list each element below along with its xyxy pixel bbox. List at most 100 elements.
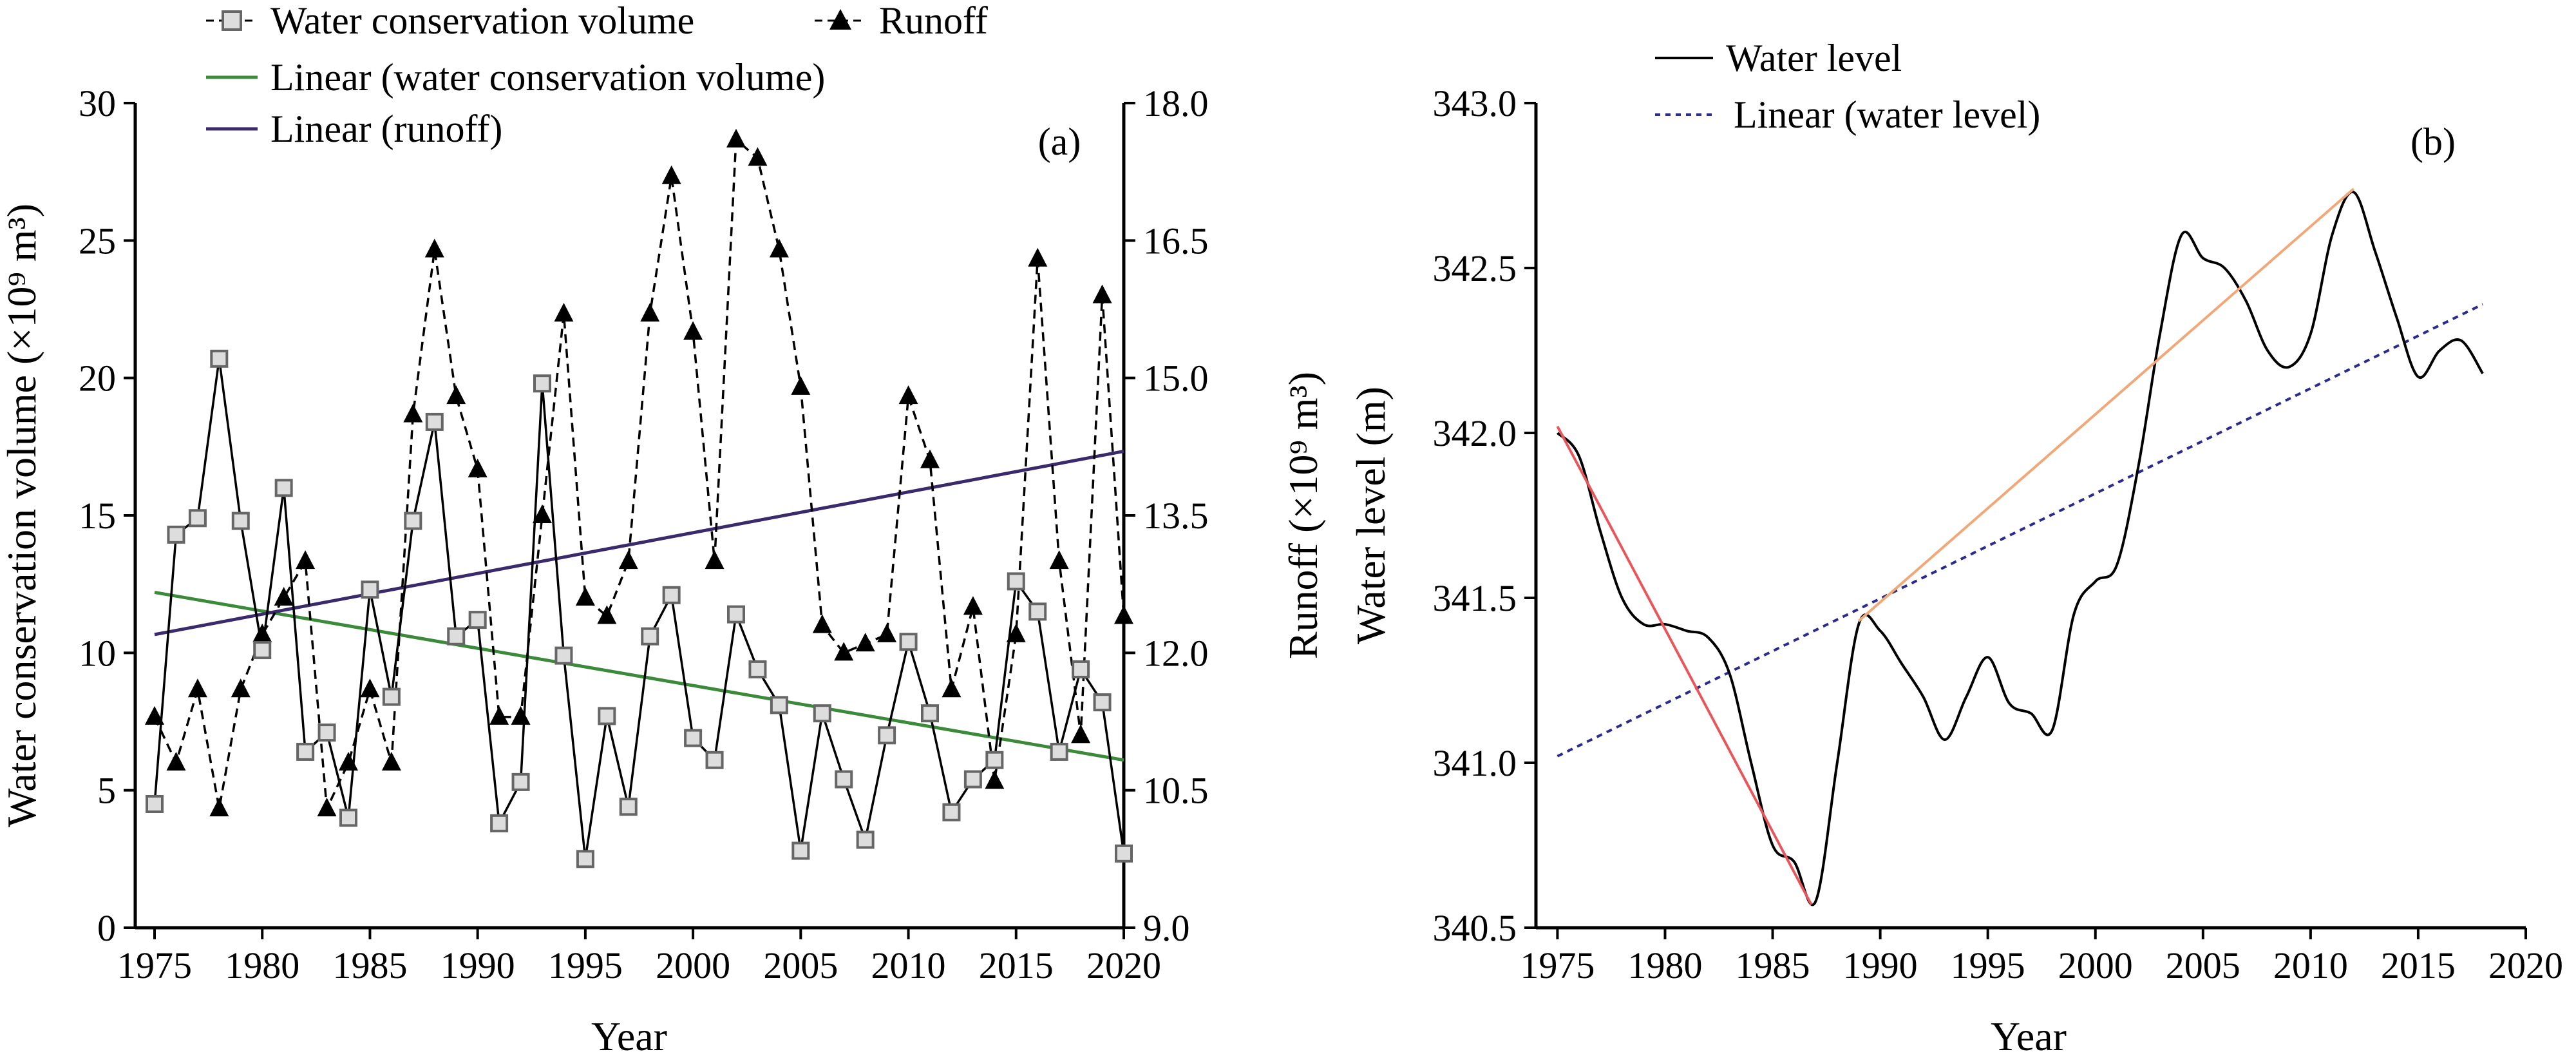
panel-a-left-tick-label: 25: [79, 220, 116, 262]
segment-line-decline: [1556, 425, 1813, 906]
runoff-point: [1028, 247, 1048, 267]
runoff-point: [533, 504, 552, 523]
runoff-point: [748, 147, 768, 166]
runoff-point: [834, 642, 854, 661]
panel-a-right-tick-label: 9.0: [1143, 907, 1190, 949]
water-conservation-point: [985, 751, 1004, 769]
panel-b-y-tick-label: 342.5: [1433, 247, 1517, 289]
runoff-point: [877, 623, 897, 642]
legend-triangle-marker-icon: [829, 9, 851, 30]
water-conservation-point: [188, 509, 207, 528]
runoff-point: [187, 678, 207, 698]
runoff-point: [1071, 724, 1091, 743]
water-conservation-point: [1050, 742, 1068, 761]
runoff-point: [339, 752, 358, 771]
water-conservation-point: [1007, 572, 1025, 591]
water-conservation-point: [210, 349, 229, 368]
runoff-point: [1092, 284, 1112, 303]
water-conservation-point: [404, 512, 422, 530]
panel-b-x-tick-label: 2015: [2381, 944, 2456, 986]
panel-a-x-tick-label: 2010: [871, 944, 946, 986]
panel-a-x-axis-title: Year: [591, 1013, 667, 1054]
panel-a-plot-area: [145, 128, 1133, 868]
water-conservation-point: [1072, 660, 1090, 678]
water-conservation-point: [554, 646, 573, 665]
panel-b-plot-area: [1556, 187, 2484, 906]
runoff-point: [920, 449, 940, 468]
series-line-water-level: [1556, 191, 2484, 906]
panel-a-right-tick-label: 18.0: [1143, 82, 1209, 124]
panel-b-y-tick-label: 343.0: [1433, 82, 1517, 124]
runoff-point: [145, 705, 164, 725]
legend-label-water-conservation: Water conservation volume: [270, 0, 694, 42]
water-conservation-point: [317, 723, 336, 742]
runoff-point: [274, 587, 294, 606]
runoff-point: [769, 238, 789, 258]
runoff-point: [683, 321, 703, 340]
runoff-point: [424, 238, 444, 258]
runoff-point: [618, 550, 638, 570]
panel-b-y-ticks: 340.5 341.0 341.5 342.0 342.5 343.0: [1433, 82, 1536, 949]
runoff-point: [446, 385, 466, 405]
runoff-point: [381, 752, 401, 771]
panel-b-y-tick-label: 340.5: [1433, 907, 1517, 949]
panel-a-left-tick-label: 15: [79, 495, 116, 537]
panel-a-x-ticks: 1975 1980 1985 1990 1995 2000 2005 2010 2015 2020: [117, 928, 1161, 986]
water-conservation-point: [167, 525, 185, 544]
water-conservation-point: [425, 412, 444, 431]
legend-item-linear-water-level: Linear (water level): [1655, 93, 2040, 136]
water-conservation-point: [662, 586, 681, 604]
panel-a-right-tick-label: 16.5: [1143, 220, 1209, 262]
panel-b-x-ticks: 1975 1980 1985 1990 1995 2000 2005 2010 2015 2020: [1520, 928, 2563, 986]
panel-b-legend: Water level Linear (water level): [1655, 37, 2040, 136]
water-conservation-point: [468, 611, 487, 629]
water-conservation-point: [576, 850, 594, 868]
runoff-point: [489, 705, 509, 725]
panel-b-x-tick-label: 2000: [2058, 944, 2133, 986]
water-conservation-point: [1093, 693, 1112, 712]
water-conservation-point: [490, 814, 509, 832]
panel-b-x-tick-label: 1985: [1736, 944, 1810, 986]
panel-a-x-tick-label: 2000: [656, 944, 730, 986]
panel-b-y-tick-label: 341.5: [1433, 577, 1517, 619]
runoff-point: [597, 605, 617, 624]
panel-a-left-tick-label: 30: [79, 82, 116, 124]
runoff-point: [511, 705, 531, 725]
panel-a-left-tick-label: 0: [97, 907, 116, 949]
water-conservation-point: [361, 580, 379, 599]
panel-b-x-tick-label: 1990: [1843, 944, 1918, 986]
panel-a-left-tick-label: 5: [97, 770, 116, 812]
panel-a-x-tick-label: 2020: [1086, 944, 1161, 986]
panel-b-y-tick-label: 342.0: [1433, 412, 1517, 454]
water-conservation-point: [813, 704, 831, 723]
series-line-water-conservation: [153, 358, 1125, 859]
panel-a-right-tick-label: 12.0: [1143, 632, 1209, 674]
panel-a: 1975 1980 1985 1990 1995 2000 2005 2010 2015 2020…: [0, 0, 1326, 1054]
water-conservation-point: [447, 627, 466, 646]
panel-b-y-axis-title: Water level (m): [1348, 387, 1394, 644]
runoff-point: [898, 385, 918, 405]
runoff-point: [231, 678, 251, 698]
legend-item-water-conservation: Water conservation volume: [206, 0, 694, 42]
water-conservation-point: [856, 830, 875, 849]
water-conservation-point: [748, 660, 767, 678]
water-conservation-point: [598, 707, 616, 725]
water-conservation-point: [274, 479, 293, 497]
water-conservation-point: [533, 374, 551, 393]
legend-label-water-level: Water level: [1726, 37, 1902, 79]
water-conservation-point: [253, 641, 272, 660]
runoff-point: [661, 165, 681, 184]
panel-b-x-tick-label: 2005: [2166, 944, 2240, 986]
legend-item-runoff: Runoff: [815, 0, 988, 42]
water-conservation-point: [878, 726, 896, 745]
runoff-point: [360, 678, 380, 698]
water-conservation-point: [705, 751, 724, 769]
panel-a-left-ticks: 0 5 10 15 20 25 30: [79, 82, 135, 949]
segment-line-rise: [1857, 187, 2355, 622]
runoff-point: [575, 587, 595, 606]
panel-a-x-tick-label: 2015: [979, 944, 1054, 986]
water-conservation-point: [296, 742, 315, 761]
runoff-point: [812, 614, 832, 633]
panel-a-x-tick-label: 2005: [763, 944, 838, 986]
